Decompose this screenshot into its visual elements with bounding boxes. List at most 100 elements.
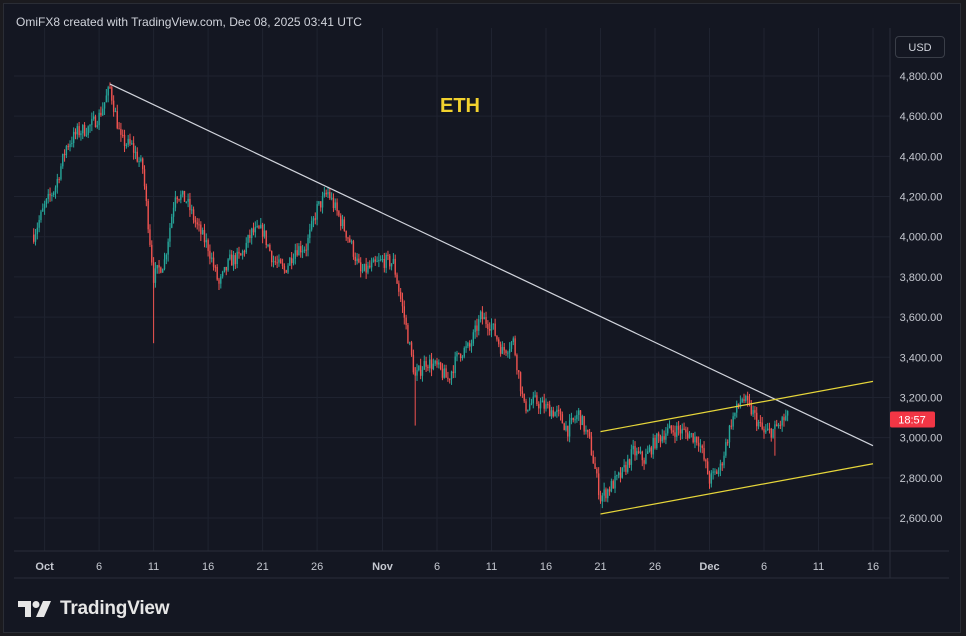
tradingview-logo[interactable]: TradingView [18,598,170,620]
candle-body [485,317,487,324]
candle-body [518,370,520,373]
candle-body [372,259,375,263]
candle-body [327,191,329,195]
candle-body [296,250,298,256]
candle-body [548,404,551,417]
time-tick-label: 16 [540,561,552,573]
candle-body [490,324,493,331]
candle-body [74,131,77,135]
candle-body [241,251,244,256]
candle-body [200,224,202,235]
candle-body [409,342,411,344]
candle-body [392,258,395,264]
candle-body [670,425,673,431]
candle-body [756,412,758,427]
price-tick-label: 4,800.00 [900,71,943,83]
candle-body [252,228,255,233]
candle-body [568,420,571,437]
candle-body [151,244,153,263]
price-chart[interactable]: ETH 4,800.00 4,600.00 4,400.00 4,200.00 4,00… [4,4,962,634]
candle-body [285,270,287,273]
candle-body [436,360,438,365]
candle-body [369,265,371,268]
candle-body [251,228,253,239]
candle-body [283,266,286,271]
candle-body [508,348,511,353]
candle-body [617,472,620,476]
candle-body [120,128,122,135]
candle-body [209,250,211,259]
candle-body [777,424,780,427]
candle-body [376,261,378,263]
candle-body [456,352,458,357]
candle-body [165,254,168,260]
candle-body [303,249,306,251]
candle-body [69,143,71,148]
candle-body [112,100,115,112]
candle-body [336,202,338,212]
candle-body [692,433,694,443]
price-tick-label: 3,400.00 [900,352,943,364]
time-tick-label: 11 [486,561,497,573]
candle-body [647,451,649,454]
candle-body [181,190,184,195]
candle-body [56,178,59,188]
candle-body [123,134,126,146]
candle-body [687,432,689,439]
candle-body [131,143,133,145]
candle-body [770,428,772,438]
candle-body [552,410,554,417]
candle-body [160,267,162,273]
tradingview-logo-text: TradingView [60,598,170,619]
candle-body [452,371,455,374]
candle-body [708,474,711,484]
candle-body [231,254,233,266]
tradingview-logo-icon [18,601,51,617]
candle-body [443,368,445,378]
candle-body [229,254,231,260]
candle-body [267,244,269,246]
candle-body [350,241,353,243]
candle-body [434,360,436,364]
candle-body [739,402,742,406]
candle-body [40,211,42,221]
candle-body [425,361,427,367]
current-price-label: 18:57 [890,411,935,428]
candle-body [761,422,763,429]
currency-badge[interactable]: USD [895,36,945,58]
candle-body [36,227,39,235]
candle-body [321,196,324,208]
candle-body [258,225,260,229]
candle-body [785,415,787,421]
candle-body [741,399,743,403]
candle-body [216,266,218,280]
candle-body [563,423,565,431]
candle-body [260,224,262,229]
candle-body [663,436,665,440]
candle-body [656,433,658,449]
candle-body [685,429,687,433]
candle-body [479,311,482,320]
candle-body [507,352,509,354]
candle-body [696,436,698,443]
candle-body [599,495,602,502]
candle-body [432,363,435,370]
candle-body [570,417,573,421]
candle-body [247,235,249,243]
candle-body [525,401,527,412]
candle-body [363,263,366,271]
time-tick-label: 11 [148,561,159,573]
candle-body [245,242,247,253]
candle-body [225,266,227,271]
candle-body [514,338,516,355]
candle-body [572,417,574,420]
current-price-countdown: 18:57 [898,415,926,427]
candle-body [289,257,291,266]
candle-body [583,416,585,432]
candle-body [325,192,327,195]
candle-body [512,338,514,343]
candle-body [370,262,373,268]
candle-body [254,226,257,233]
candle-body [298,246,300,256]
candle-body [100,112,102,116]
